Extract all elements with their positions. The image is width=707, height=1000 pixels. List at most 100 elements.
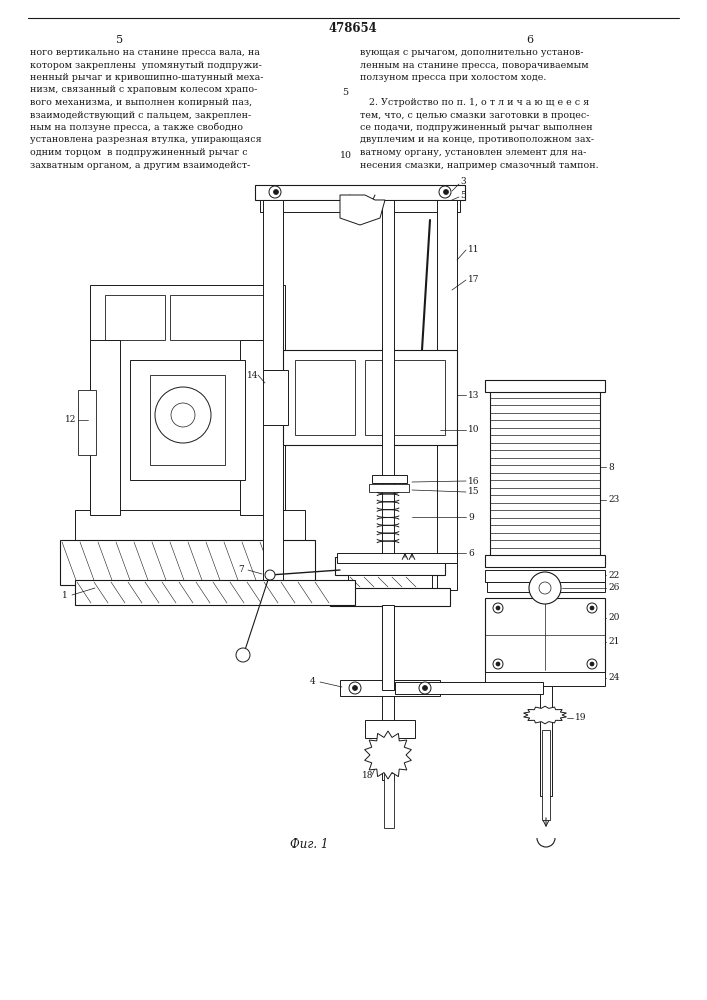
Text: низм, связанный с храповым колесом храпо-: низм, связанный с храповым колесом храпо…: [30, 86, 257, 95]
Text: захватным органом, а другим взаимодейст-: захватным органом, а другим взаимодейст-: [30, 160, 250, 169]
Circle shape: [493, 659, 503, 669]
Circle shape: [269, 186, 281, 198]
Text: 15: 15: [468, 488, 479, 496]
Text: 12: 12: [65, 416, 76, 424]
Text: 8: 8: [608, 462, 614, 472]
Bar: [540, 686, 552, 796]
Text: 6: 6: [527, 35, 534, 45]
Bar: [283, 350, 457, 445]
Bar: [170, 295, 280, 340]
Bar: [60, 540, 315, 585]
Circle shape: [529, 572, 561, 604]
Bar: [263, 200, 283, 590]
Text: взаимодействующий с пальцем, закреплен-: взаимодействующий с пальцем, закреплен-: [30, 110, 251, 119]
Text: 7: 7: [238, 566, 244, 574]
Text: 11: 11: [468, 245, 479, 254]
Bar: [487, 582, 605, 592]
Circle shape: [496, 662, 500, 666]
Text: 26: 26: [608, 584, 619, 592]
Bar: [330, 588, 450, 606]
Text: Фиг. 1: Фиг. 1: [290, 838, 328, 851]
Text: 9: 9: [468, 512, 474, 522]
Circle shape: [590, 606, 594, 610]
Circle shape: [539, 582, 551, 594]
Bar: [395, 682, 543, 694]
Text: 1: 1: [62, 590, 68, 599]
Bar: [90, 340, 120, 515]
Text: двуплечим и на конце, противоположном зах-: двуплечим и на конце, противоположном за…: [360, 135, 594, 144]
Bar: [75, 580, 355, 605]
Bar: [485, 555, 605, 567]
Text: ным на ползуне пресса, а также свободно: ным на ползуне пресса, а также свободно: [30, 123, 243, 132]
Circle shape: [265, 570, 275, 580]
Text: 17: 17: [468, 275, 479, 284]
Circle shape: [493, 603, 503, 613]
Bar: [240, 340, 280, 515]
Circle shape: [349, 682, 361, 694]
Bar: [75, 510, 305, 560]
Bar: [90, 285, 285, 515]
Bar: [295, 360, 355, 435]
Bar: [348, 575, 432, 590]
Bar: [485, 570, 605, 582]
Circle shape: [587, 603, 597, 613]
Text: одним торцом  в подпружиненный рычаг с: одним торцом в подпружиненный рычаг с: [30, 148, 247, 157]
Text: 5: 5: [460, 190, 466, 200]
Bar: [78, 390, 96, 455]
Bar: [485, 598, 605, 673]
Bar: [382, 605, 394, 690]
Bar: [75, 555, 305, 580]
Text: ного вертикально на станине пресса вала, на: ного вертикально на станине пресса вала,…: [30, 48, 260, 57]
Bar: [542, 730, 550, 820]
Bar: [260, 200, 460, 212]
Bar: [365, 720, 415, 738]
Circle shape: [274, 190, 279, 194]
Text: 478654: 478654: [329, 22, 378, 35]
Text: 3: 3: [460, 178, 466, 186]
Text: 21: 21: [608, 638, 619, 647]
Bar: [150, 375, 225, 465]
Circle shape: [155, 387, 211, 443]
Text: ненный рычаг и кривошипно-шатунный меха-: ненный рычаг и кривошипно-шатунный меха-: [30, 73, 264, 82]
Circle shape: [443, 190, 448, 194]
Text: 18: 18: [362, 770, 373, 780]
Text: установлена разрезная втулка, упирающаяся: установлена разрезная втулка, упирающаяс…: [30, 135, 262, 144]
Text: ватному органу, установлен элемент для на-: ватному органу, установлен элемент для н…: [360, 148, 586, 157]
Text: несения смазки, например смазочный тампон.: несения смазки, например смазочный тампо…: [360, 160, 599, 169]
Circle shape: [171, 403, 195, 427]
Text: 2. Устройство по п. 1, о т л и ч а ю щ е е с я: 2. Устройство по п. 1, о т л и ч а ю щ е…: [360, 98, 589, 107]
Circle shape: [236, 648, 250, 662]
Text: вого механизма, и выполнен копирный паз,: вого механизма, и выполнен копирный паз,: [30, 98, 252, 107]
Polygon shape: [365, 731, 411, 779]
Text: 6: 6: [468, 548, 474, 558]
Text: ленным на станине пресса, поворачиваемым: ленным на станине пресса, поворачиваемым: [360, 60, 589, 70]
Text: 20: 20: [608, 613, 619, 622]
Text: се подачи, подпружиненный рычаг выполнен: се подачи, подпружиненный рычаг выполнен: [360, 123, 592, 132]
Text: котором закреплены  упомянутый подпружи-: котором закреплены упомянутый подпружи-: [30, 60, 262, 70]
Circle shape: [439, 186, 451, 198]
Circle shape: [423, 686, 428, 690]
Bar: [382, 200, 394, 780]
Bar: [335, 557, 445, 575]
Circle shape: [496, 606, 500, 610]
Text: 19: 19: [575, 714, 587, 722]
Text: 24: 24: [608, 674, 619, 682]
Text: 13: 13: [468, 390, 479, 399]
Bar: [372, 475, 407, 483]
Polygon shape: [524, 706, 566, 724]
Bar: [105, 295, 165, 340]
Bar: [384, 773, 394, 828]
Bar: [263, 370, 288, 425]
Circle shape: [353, 686, 358, 690]
Text: 5: 5: [342, 88, 348, 97]
Bar: [485, 672, 605, 686]
Text: 5: 5: [117, 35, 124, 45]
Text: 4: 4: [310, 678, 316, 686]
Text: 16: 16: [468, 477, 479, 486]
Bar: [340, 680, 440, 696]
Bar: [485, 380, 605, 392]
Text: 10: 10: [468, 426, 479, 434]
Text: 14: 14: [247, 370, 259, 379]
Text: тем, что, с целью смазки заготовки в процес-: тем, что, с целью смазки заготовки в про…: [360, 110, 590, 119]
Bar: [130, 360, 245, 480]
